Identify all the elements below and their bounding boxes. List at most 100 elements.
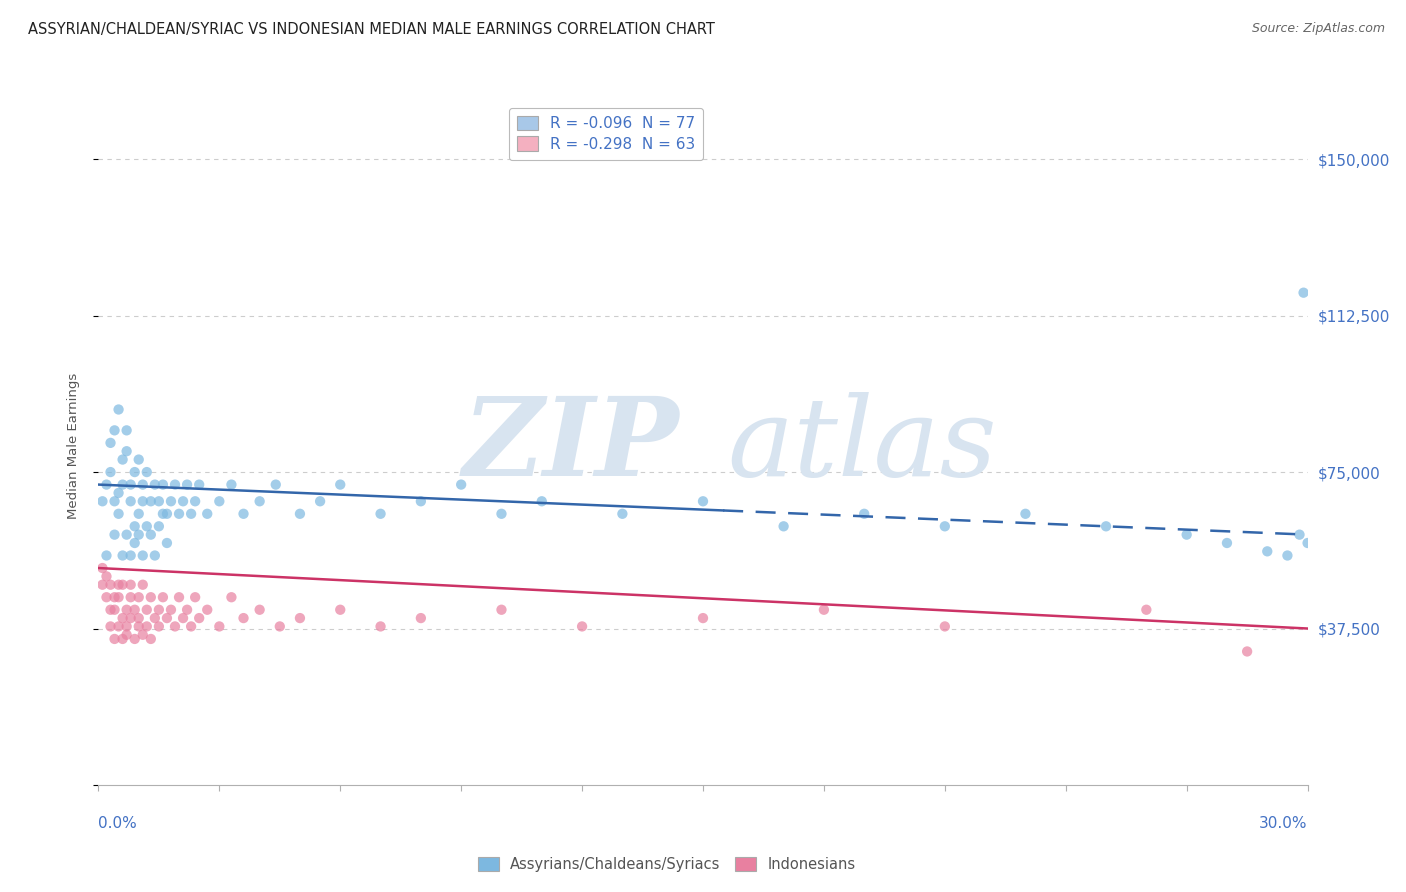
Point — [329, 477, 352, 491]
Point — [370, 619, 392, 633]
Point — [409, 494, 432, 508]
Point — [692, 611, 714, 625]
Point — [135, 519, 157, 533]
Point — [143, 477, 166, 491]
Point — [96, 591, 118, 605]
Point — [195, 507, 218, 521]
Point — [139, 527, 162, 541]
Point — [232, 611, 254, 625]
Point — [96, 477, 118, 491]
Point — [107, 591, 129, 605]
Point — [100, 578, 122, 592]
Point — [269, 619, 291, 633]
Point — [148, 494, 170, 508]
Point — [188, 611, 211, 625]
Point — [120, 477, 142, 491]
Point — [115, 619, 138, 633]
Text: atlas: atlas — [727, 392, 997, 500]
Point — [160, 603, 183, 617]
Point — [139, 632, 162, 646]
Point — [1292, 285, 1315, 300]
Point — [172, 494, 194, 508]
Point — [103, 632, 125, 646]
Point — [148, 519, 170, 533]
Point — [132, 494, 155, 508]
Point — [124, 465, 146, 479]
Point — [107, 507, 129, 521]
Point — [156, 507, 179, 521]
Point — [128, 452, 150, 467]
Text: ASSYRIAN/CHALDEAN/SYRIAC VS INDONESIAN MEDIAN MALE EARNINGS CORRELATION CHART: ASSYRIAN/CHALDEAN/SYRIAC VS INDONESIAN M… — [28, 22, 716, 37]
Point — [96, 569, 118, 583]
Point — [132, 477, 155, 491]
Text: 0.0%: 0.0% — [98, 816, 138, 831]
Text: 30.0%: 30.0% — [1260, 816, 1308, 831]
Point — [128, 591, 150, 605]
Point — [128, 507, 150, 521]
Point — [132, 578, 155, 592]
Point — [115, 628, 138, 642]
Point — [1256, 544, 1278, 558]
Point — [120, 494, 142, 508]
Point — [1014, 507, 1036, 521]
Point — [91, 561, 114, 575]
Point — [450, 477, 472, 491]
Point — [232, 507, 254, 521]
Point — [530, 494, 553, 508]
Point — [167, 591, 190, 605]
Point — [156, 536, 179, 550]
Point — [124, 536, 146, 550]
Point — [124, 632, 146, 646]
Point — [167, 507, 190, 521]
Point — [120, 578, 142, 592]
Point — [103, 527, 125, 541]
Point — [491, 603, 513, 617]
Point — [96, 549, 118, 563]
Point — [249, 603, 271, 617]
Point — [853, 507, 876, 521]
Point — [195, 603, 218, 617]
Point — [107, 619, 129, 633]
Point — [100, 435, 122, 450]
Point — [103, 494, 125, 508]
Point — [208, 494, 231, 508]
Point — [115, 423, 138, 437]
Point — [111, 611, 134, 625]
Point — [128, 619, 150, 633]
Point — [143, 611, 166, 625]
Point — [143, 549, 166, 563]
Point — [264, 477, 287, 491]
Text: Source: ZipAtlas.com: Source: ZipAtlas.com — [1251, 22, 1385, 36]
Y-axis label: Median Male Earnings: Median Male Earnings — [67, 373, 80, 519]
Point — [934, 619, 956, 633]
Point — [107, 402, 129, 417]
Point — [120, 591, 142, 605]
Point — [103, 423, 125, 437]
Point — [132, 628, 155, 642]
Point — [1095, 519, 1118, 533]
Point — [160, 494, 183, 508]
Point — [128, 527, 150, 541]
Point — [124, 519, 146, 533]
Point — [163, 477, 186, 491]
Point — [1277, 549, 1299, 563]
Point — [152, 507, 174, 521]
Point — [934, 519, 956, 533]
Point — [288, 507, 311, 521]
Point — [135, 619, 157, 633]
Point — [91, 578, 114, 592]
Point — [176, 603, 198, 617]
Point — [91, 494, 114, 508]
Point — [139, 591, 162, 605]
Point — [172, 611, 194, 625]
Point — [107, 578, 129, 592]
Point — [135, 603, 157, 617]
Point — [1175, 527, 1198, 541]
Text: ZIP: ZIP — [463, 392, 679, 500]
Point — [309, 494, 332, 508]
Point — [813, 603, 835, 617]
Point — [100, 465, 122, 479]
Point — [100, 619, 122, 633]
Point — [188, 477, 211, 491]
Point — [612, 507, 634, 521]
